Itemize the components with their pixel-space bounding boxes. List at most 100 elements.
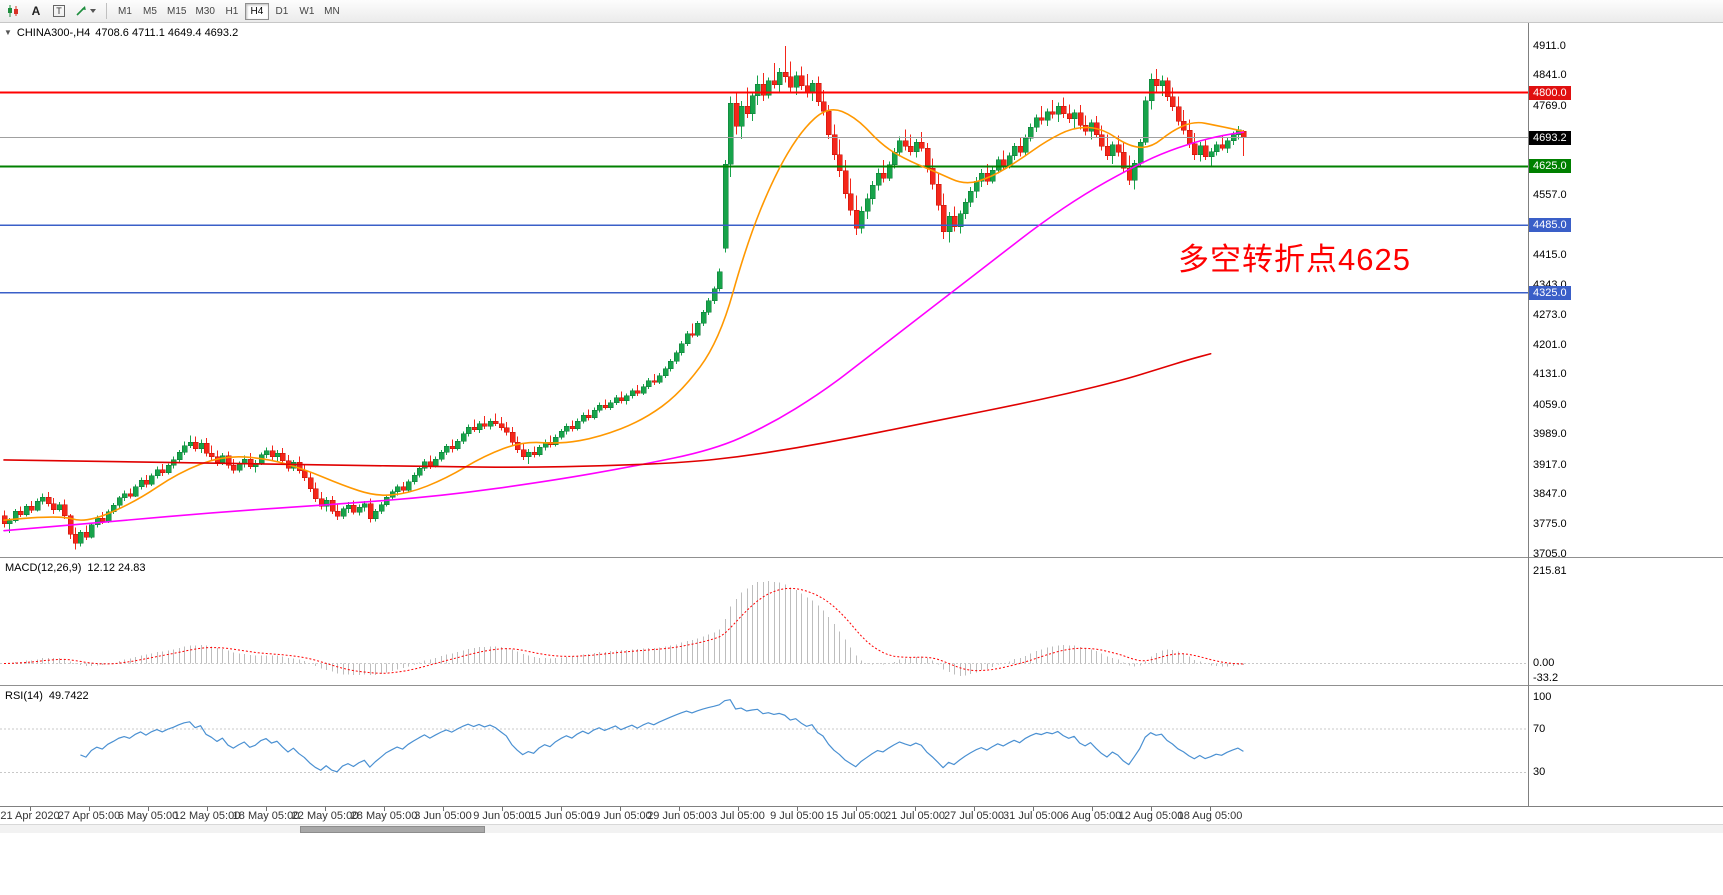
candle <box>552 434 559 447</box>
timeframe-buttons: M1 M5 M15 M30 H1 H4 D1 W1 MN <box>113 2 344 20</box>
candle <box>1169 87 1176 112</box>
candle <box>853 195 860 235</box>
candle <box>640 384 647 396</box>
candle <box>127 488 134 499</box>
rsi-axis-label: 70 <box>1533 723 1546 736</box>
price-level-badge: 4693.2 <box>1529 130 1571 145</box>
candle <box>558 428 565 440</box>
candle <box>820 89 827 116</box>
collapse-chart-button[interactable]: ▼ <box>4 28 12 37</box>
candle <box>1011 143 1018 160</box>
macd-axis-label: 0.00 <box>1533 657 1555 670</box>
time-axis-label: 9 Jul 05:00 <box>770 810 824 822</box>
timeframe-button-m15[interactable]: M15 <box>167 5 187 17</box>
candle <box>684 331 691 347</box>
rsi-value: 49.7422 <box>48 690 89 702</box>
candle <box>1148 73 1155 110</box>
main-price-panel[interactable] <box>0 45 1528 550</box>
candle <box>951 206 958 232</box>
candle <box>361 501 368 512</box>
candle <box>886 161 893 182</box>
candle <box>285 454 292 472</box>
price-axis-label: 3847.0 <box>1533 488 1567 501</box>
candle <box>1109 141 1116 165</box>
candle <box>400 481 407 494</box>
time-axis-label: 21 Jul 05:00 <box>885 810 945 822</box>
time-axis-label: 18 Aug 05:00 <box>1177 810 1243 822</box>
candle <box>940 193 947 240</box>
candlestick-chart-icon[interactable] <box>2 2 24 21</box>
scrollbar-thumb[interactable] <box>300 826 485 833</box>
timeframe-button-m1[interactable]: M1 <box>118 5 132 17</box>
candle <box>203 438 210 457</box>
candle <box>935 172 942 211</box>
candle <box>1093 116 1100 139</box>
time-axis-label: 27 Jul 05:00 <box>944 810 1004 822</box>
timeframe-button-h1[interactable]: H1 <box>225 5 239 17</box>
candle <box>443 443 450 455</box>
candle <box>1049 100 1056 119</box>
candle <box>159 464 166 476</box>
candle <box>438 449 445 462</box>
candle <box>569 420 576 432</box>
text-box-button[interactable]: T <box>48 2 70 21</box>
candle <box>727 96 734 177</box>
candle <box>984 164 991 186</box>
arrow-object-button[interactable] <box>71 2 100 21</box>
candle <box>749 92 756 122</box>
macd-values: 12.12 24.83 <box>87 562 146 574</box>
candle <box>907 134 914 156</box>
candle <box>187 435 194 449</box>
candle <box>858 206 865 234</box>
candle <box>28 501 35 514</box>
candle <box>481 416 488 429</box>
time-axis-label: 27 Apr 05:00 <box>57 810 121 822</box>
candle <box>673 350 680 364</box>
candle <box>656 373 663 385</box>
text-label-button[interactable]: A <box>25 2 47 21</box>
time-axis-label: 28 May 05:00 <box>350 810 418 822</box>
rsi-panel[interactable] <box>0 699 1528 773</box>
candle <box>61 499 68 519</box>
macd-panel[interactable] <box>0 581 1528 676</box>
candle <box>1208 148 1215 168</box>
time-axis-label: 29 Jun 05:00 <box>647 810 711 822</box>
price-axis-label: 4769.0 <box>1533 99 1567 112</box>
horizontal-scrollbar[interactable] <box>0 824 1723 833</box>
candle <box>1164 77 1171 101</box>
timeframe-button-w1[interactable]: W1 <box>299 5 315 17</box>
candle <box>880 159 887 183</box>
price-level-badge: 4485.0 <box>1529 218 1571 233</box>
macd-signal-line <box>3 587 1244 674</box>
candle <box>208 445 215 460</box>
candle <box>39 493 46 505</box>
candle <box>148 473 155 487</box>
candle <box>1088 119 1095 140</box>
price-axis-label: 3705.0 <box>1533 547 1567 560</box>
price-axis-label: 4059.0 <box>1533 398 1567 411</box>
candle <box>760 73 767 101</box>
timeframe-button-d1[interactable]: D1 <box>275 5 289 17</box>
price-level-badge: 4625.0 <box>1529 159 1571 174</box>
candle <box>56 502 63 512</box>
candle <box>340 506 347 519</box>
timeframe-button-m5[interactable]: M5 <box>143 5 157 17</box>
price-axis-label: 4415.0 <box>1533 248 1567 261</box>
candle <box>143 475 150 488</box>
candle <box>574 418 581 431</box>
macd-axis-label: 215.81 <box>1533 565 1567 578</box>
timeframe-button-m30[interactable]: M30 <box>195 5 215 17</box>
candle <box>946 212 953 243</box>
candle <box>896 136 903 157</box>
candle <box>454 438 461 451</box>
candle <box>1175 96 1182 126</box>
time-axis-label: 22 May 05:00 <box>291 810 359 822</box>
candle <box>651 373 658 385</box>
price-axis-label: 4911.0 <box>1533 39 1566 52</box>
timeframe-button-mn[interactable]: MN <box>324 5 340 17</box>
candle <box>192 436 199 452</box>
candle <box>378 502 385 514</box>
candle <box>705 298 712 315</box>
timeframe-button-h4[interactable]: H4 <box>244 2 269 20</box>
